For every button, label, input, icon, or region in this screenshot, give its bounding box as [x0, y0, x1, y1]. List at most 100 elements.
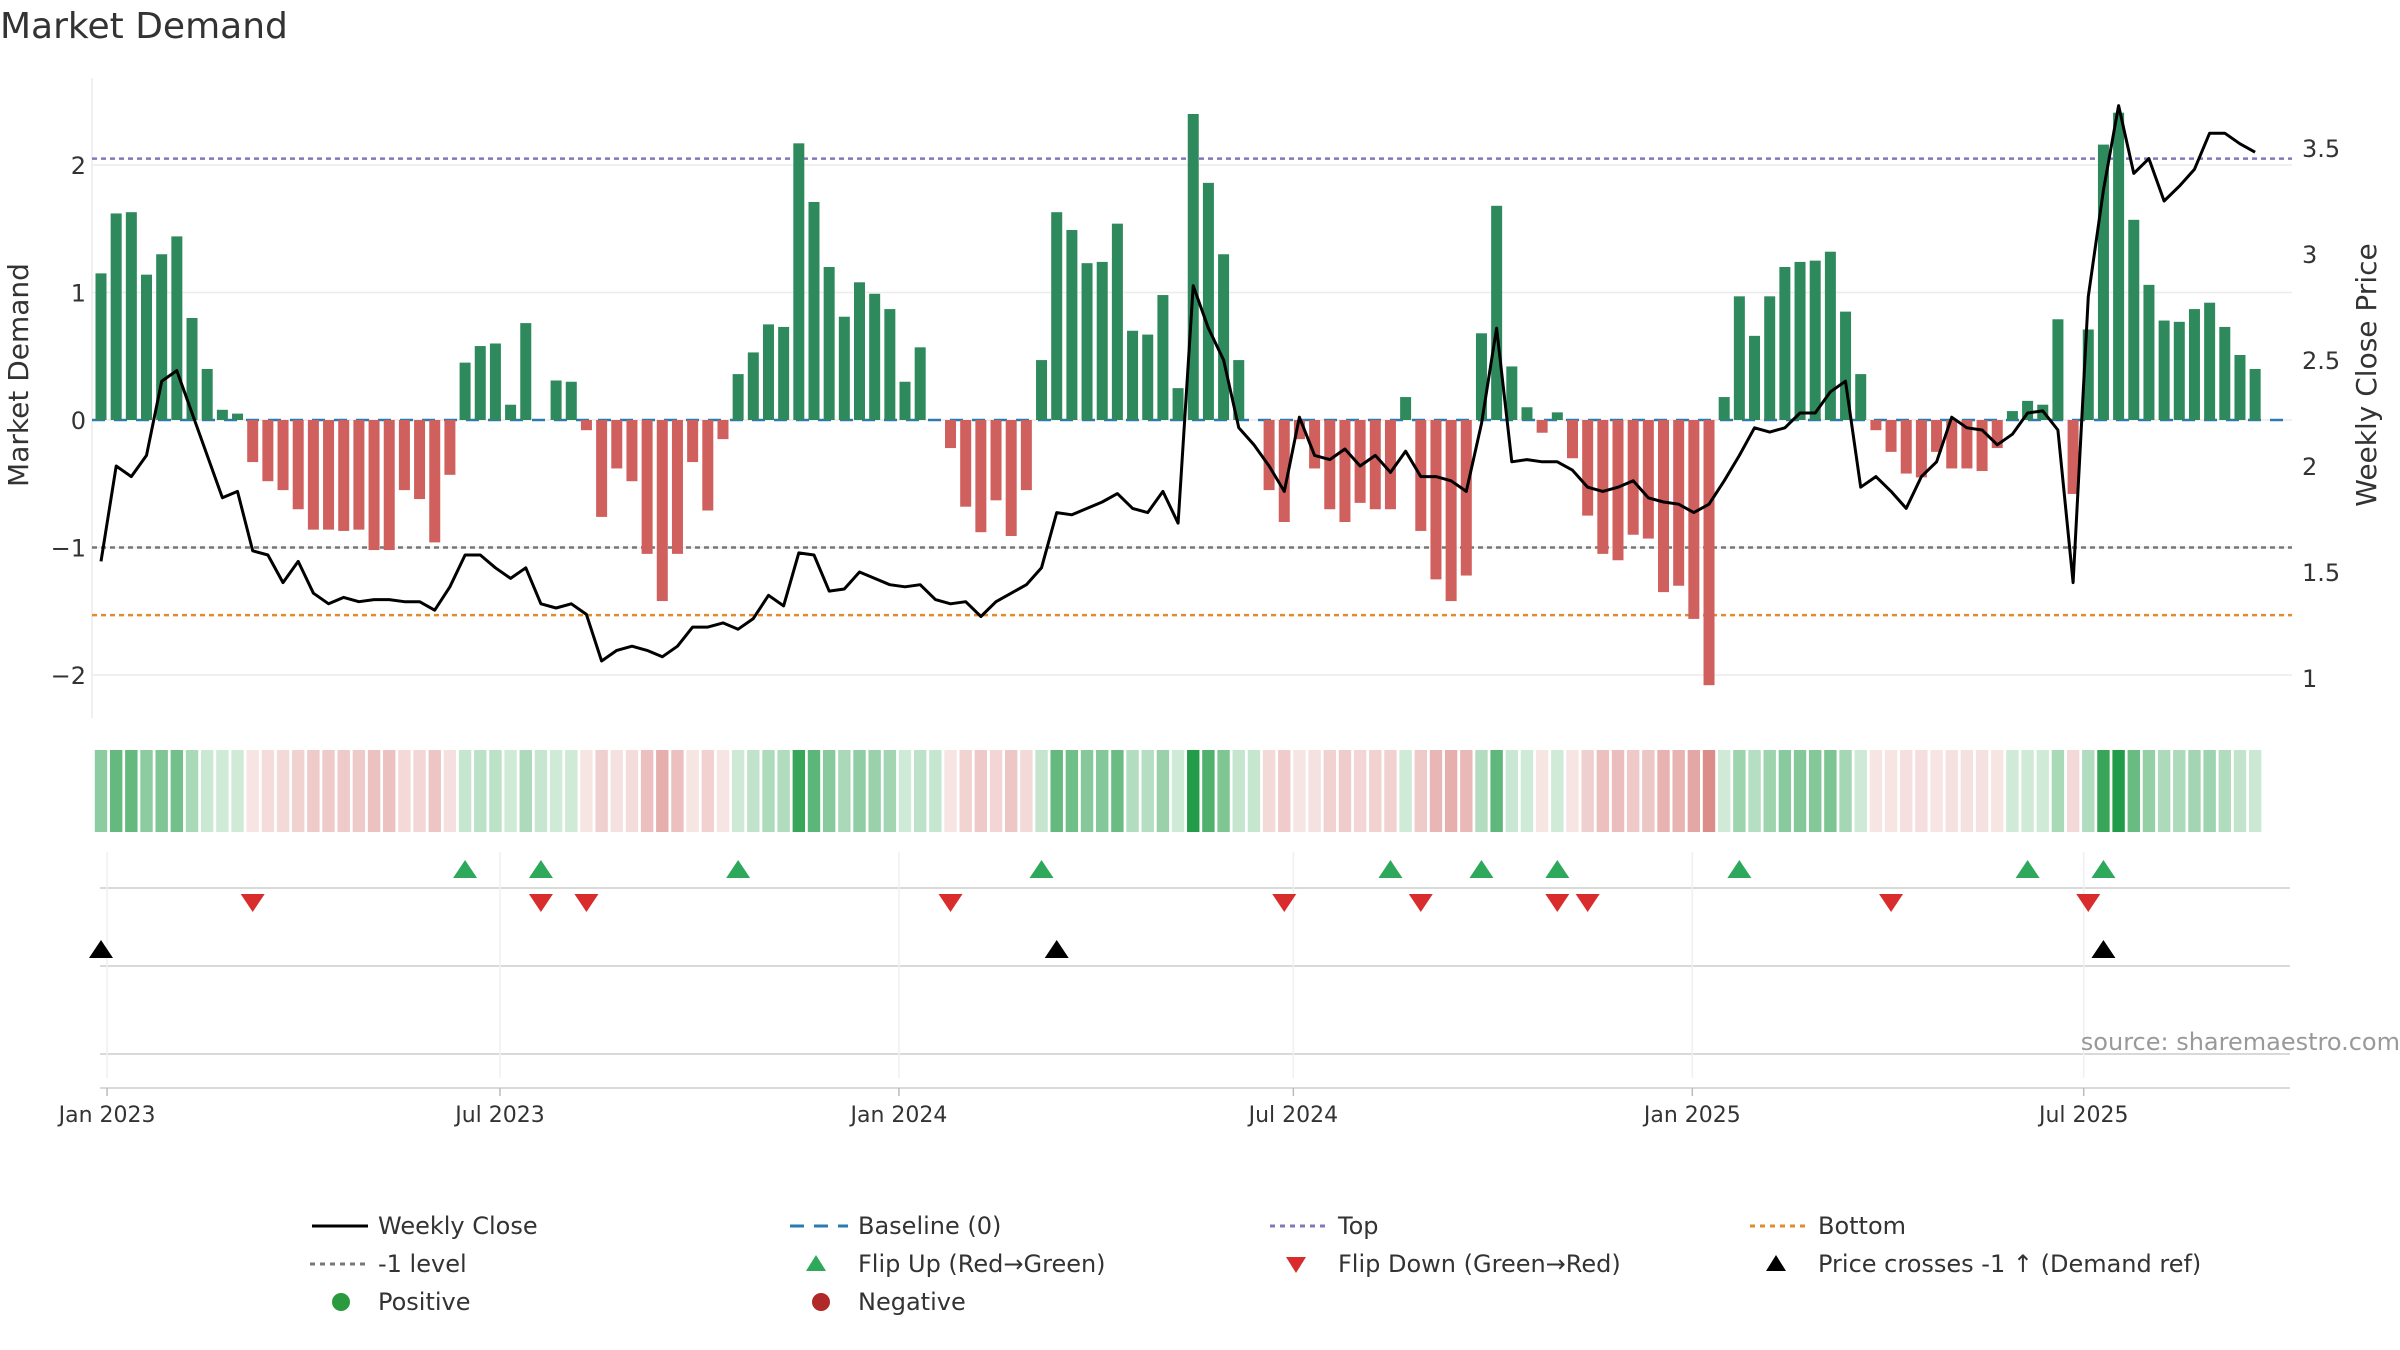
demand-bar-positive	[2097, 144, 2109, 420]
heat-cell	[1930, 750, 1943, 832]
demand-bar-positive	[1400, 397, 1412, 420]
demand-bar-negative	[1976, 420, 1988, 471]
demand-bar-negative	[277, 420, 289, 491]
flip-down-marker	[240, 894, 265, 912]
heat-cell	[1065, 750, 1079, 832]
heat-cell	[1141, 750, 1154, 832]
demand-bar-positive	[186, 318, 198, 420]
demand-bar-negative	[975, 420, 987, 533]
demand-bar-positive	[1779, 267, 1791, 420]
demand-bar-positive	[1096, 261, 1108, 420]
demand-bar-negative	[1946, 420, 1958, 469]
demand-bar-negative	[1430, 420, 1442, 580]
heat-cell	[1338, 750, 1352, 832]
demand-bar-negative	[1384, 420, 1396, 510]
demand-bar-negative	[307, 420, 319, 530]
heat-cell	[140, 750, 153, 832]
legend-top: Top	[1260, 1208, 1379, 1244]
demand-bar-positive	[110, 213, 122, 420]
demand-bar-positive	[232, 413, 244, 420]
heat-cell	[1900, 750, 1913, 832]
heat-cell	[1991, 750, 2004, 832]
heat-cell	[1399, 750, 1412, 832]
demand-bar-negative	[671, 420, 683, 554]
heat-cell	[2066, 750, 2080, 832]
flip-down-marker	[1879, 894, 1904, 912]
demand-bar-positive	[1218, 254, 1230, 420]
demand-bar-positive	[1749, 335, 1761, 420]
heat-cell	[2233, 750, 2247, 832]
demand-bar-negative	[292, 420, 304, 510]
demand-bar-positive	[1036, 360, 1048, 420]
price-cross-marker	[2091, 940, 2116, 958]
heat-cell	[822, 750, 836, 832]
heat-cell	[2006, 750, 2019, 832]
legend-bottom: Bottom	[1740, 1208, 1906, 1244]
heat-cell	[1414, 750, 1427, 832]
y-tick-label: 2	[71, 152, 86, 180]
heat-cell	[1566, 750, 1579, 832]
heat-cell	[1490, 750, 1503, 832]
demand-bar-positive	[156, 254, 168, 420]
heat-cell	[1672, 750, 1685, 832]
demand-bar-negative	[323, 420, 335, 530]
heat-cell	[1460, 750, 1473, 832]
heat-cell	[610, 750, 623, 832]
demand-bar-positive	[1233, 360, 1245, 420]
legend: Weekly Close Baseline (0) Top Bottom -1 …	[300, 1208, 2260, 1332]
x-tick-label: Jul 2025	[2037, 1103, 2129, 1128]
y2-tick-label: 1.5	[2302, 559, 2340, 587]
demand-bar-positive	[808, 201, 820, 420]
demand-bar-negative	[1642, 420, 1654, 539]
heat-cell	[686, 750, 699, 832]
demand-bar-negative	[1582, 420, 1594, 516]
demand-bar-negative	[1931, 420, 1943, 452]
demand-bar-negative	[1278, 420, 1290, 522]
heat-cell	[307, 750, 320, 832]
heat-cell	[1824, 750, 1837, 832]
legend-label: Negative	[858, 1288, 966, 1316]
demand-bar-negative	[611, 420, 623, 469]
demand-bar-positive	[914, 347, 926, 420]
demand-bar-positive	[1081, 263, 1093, 420]
heat-cell	[625, 750, 639, 832]
heat-cell	[109, 750, 123, 832]
heat-cell	[1187, 750, 1200, 832]
demand-bar-negative	[1870, 420, 1882, 431]
demand-bar-positive	[550, 380, 562, 420]
demand-bar-positive	[2143, 284, 2155, 420]
demand-bar-positive	[778, 326, 790, 420]
demand-bar-negative	[1445, 420, 1457, 602]
flip-down-marker	[938, 894, 963, 912]
legend-flip-up: Flip Up (Red→Green)	[780, 1246, 1106, 1282]
demand-bar-negative	[945, 420, 957, 449]
heat-cell	[2021, 750, 2034, 832]
heat-cell	[1262, 750, 1276, 832]
flip-up-marker	[1378, 860, 1403, 878]
heat-cell	[1232, 750, 1245, 832]
heat-cell	[398, 750, 411, 832]
legend-weekly-close: Weekly Close	[300, 1208, 538, 1244]
heat-cell	[716, 750, 730, 832]
heat-cell	[838, 750, 851, 832]
demand-bars	[95, 112, 2261, 686]
x-tick-label: Jul 2024	[1247, 1103, 1339, 1128]
demand-bar-positive	[201, 369, 213, 420]
heat-cell	[231, 750, 244, 832]
heat-cell	[458, 750, 472, 832]
heat-cell	[1581, 750, 1594, 832]
heat-cell	[944, 750, 957, 832]
heat-cell	[1126, 750, 1139, 832]
demand-bar-negative	[1460, 420, 1472, 576]
demand-bar-negative	[687, 420, 699, 463]
heat-cell	[125, 750, 138, 832]
demand-bar-positive	[1157, 295, 1169, 420]
heat-cell	[1353, 750, 1367, 832]
heat-cell	[898, 750, 912, 832]
legend-label: Weekly Close	[378, 1212, 538, 1240]
demand-bar-positive	[2082, 329, 2094, 420]
weekly-close-line	[99, 104, 2256, 663]
demand-bar-positive	[2113, 112, 2125, 420]
y2-axis-label: Weekly Close Price	[2350, 243, 2383, 506]
heat-cell	[1475, 750, 1488, 832]
